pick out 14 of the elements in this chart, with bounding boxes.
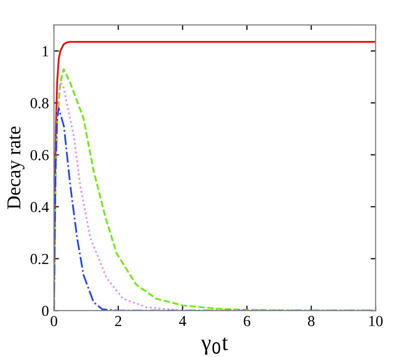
y-tick-label: 0.8 xyxy=(30,98,49,108)
x-tick-label: 0 xyxy=(50,316,58,326)
y-axis-title: Decay rate xyxy=(8,126,24,210)
x-tick-label: 2 xyxy=(115,316,122,326)
x-axis-title: γ$_{0}$t xyxy=(201,337,228,355)
y-tick-label: 0.4 xyxy=(30,202,49,212)
y-tick-label: 0.6 xyxy=(30,150,49,160)
y-tick-label: 0.2 xyxy=(30,254,48,264)
x-tick-label: 6 xyxy=(244,316,250,326)
x-tick-label: 8 xyxy=(308,316,314,326)
x-tick-label: 10 xyxy=(369,316,383,326)
x-tick-label: 4 xyxy=(179,316,186,326)
y-tick-label: 1 xyxy=(42,46,48,56)
y-tick-label: 0 xyxy=(42,306,49,316)
